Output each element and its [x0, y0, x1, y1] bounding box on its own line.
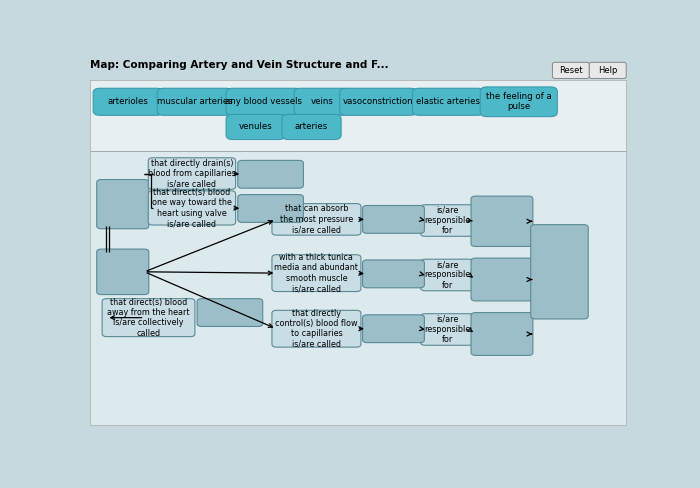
FancyBboxPatch shape	[412, 88, 484, 115]
FancyBboxPatch shape	[272, 310, 361, 347]
FancyBboxPatch shape	[480, 87, 557, 117]
FancyBboxPatch shape	[421, 259, 474, 291]
FancyBboxPatch shape	[158, 88, 232, 115]
FancyBboxPatch shape	[93, 88, 163, 115]
FancyBboxPatch shape	[197, 299, 262, 326]
Text: that can absorb
the most pressure
is/are called: that can absorb the most pressure is/are…	[280, 204, 353, 234]
FancyBboxPatch shape	[363, 260, 424, 288]
FancyBboxPatch shape	[102, 299, 195, 337]
Text: venules: venules	[239, 122, 272, 131]
FancyBboxPatch shape	[97, 180, 149, 229]
FancyBboxPatch shape	[552, 62, 589, 79]
Text: that direct(s) blood
away from the heart
is/are collectively
called: that direct(s) blood away from the heart…	[107, 298, 190, 338]
FancyBboxPatch shape	[531, 224, 588, 319]
FancyBboxPatch shape	[471, 196, 533, 246]
FancyBboxPatch shape	[226, 88, 302, 115]
FancyBboxPatch shape	[226, 114, 285, 140]
Text: muscular arteries: muscular arteries	[157, 97, 233, 106]
Text: the feeling of a
pulse: the feeling of a pulse	[486, 92, 552, 111]
Text: Help: Help	[598, 66, 617, 75]
Text: veins: veins	[310, 97, 333, 106]
FancyBboxPatch shape	[238, 161, 303, 188]
Text: is/are
responsible
for: is/are responsible for	[424, 205, 470, 235]
FancyBboxPatch shape	[363, 205, 424, 233]
FancyBboxPatch shape	[148, 191, 236, 225]
FancyBboxPatch shape	[589, 62, 626, 79]
Text: is/are
responsible
for: is/are responsible for	[424, 260, 470, 290]
FancyBboxPatch shape	[90, 151, 626, 425]
FancyBboxPatch shape	[238, 195, 303, 223]
Text: Reset: Reset	[559, 66, 582, 75]
Text: that directly drain(s)
blood from capillaries
is/are called: that directly drain(s) blood from capill…	[148, 159, 236, 188]
FancyBboxPatch shape	[97, 249, 149, 295]
Text: arteries: arteries	[295, 122, 328, 131]
FancyBboxPatch shape	[421, 314, 474, 346]
FancyBboxPatch shape	[340, 88, 416, 115]
Text: that direct(s) blood
one way toward the
heart using valve
is/are called: that direct(s) blood one way toward the …	[152, 188, 232, 228]
FancyBboxPatch shape	[282, 114, 341, 140]
Text: elastic arteries: elastic arteries	[416, 97, 480, 106]
FancyBboxPatch shape	[363, 315, 424, 343]
Text: any blood vessels: any blood vessels	[225, 97, 302, 106]
Text: that directly
control(s) blood flow
to capillaries
is/are called: that directly control(s) blood flow to c…	[275, 308, 358, 349]
Text: arterioles: arterioles	[108, 97, 148, 106]
FancyBboxPatch shape	[471, 258, 533, 301]
FancyBboxPatch shape	[471, 313, 533, 355]
Text: is/are
responsible
for: is/are responsible for	[424, 315, 470, 345]
FancyBboxPatch shape	[272, 203, 361, 235]
FancyBboxPatch shape	[421, 205, 474, 236]
FancyBboxPatch shape	[148, 158, 236, 189]
FancyBboxPatch shape	[90, 80, 626, 151]
Text: vasoconstriction: vasoconstriction	[343, 97, 414, 106]
FancyBboxPatch shape	[272, 255, 361, 291]
FancyBboxPatch shape	[294, 88, 349, 115]
Text: Map: Comparing Artery and Vein Structure and F...: Map: Comparing Artery and Vein Structure…	[90, 61, 389, 70]
Text: with a thick tunica
media and abundant
smooth muscle
is/are called: with a thick tunica media and abundant s…	[274, 253, 358, 293]
